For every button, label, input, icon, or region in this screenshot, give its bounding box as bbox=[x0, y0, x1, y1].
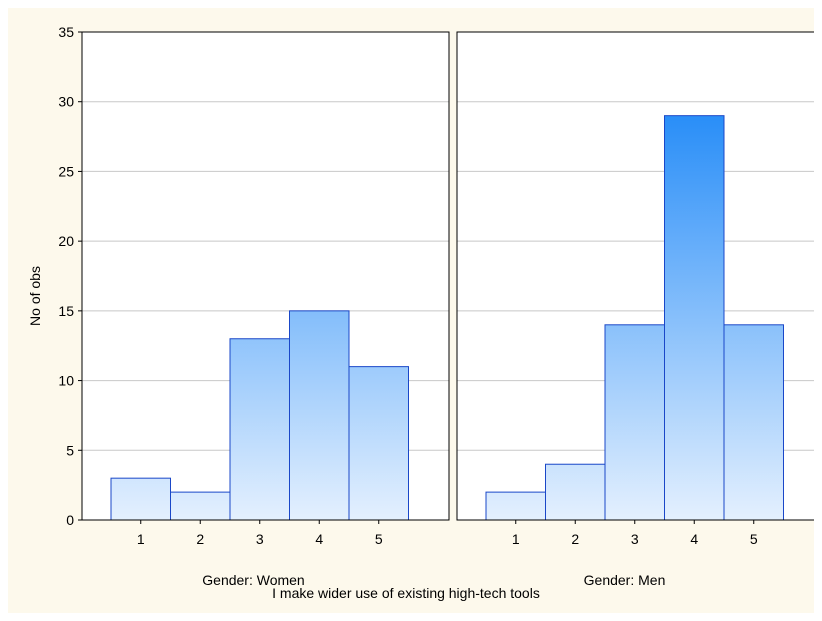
histogram-chart: 1 2 3 4 5 Gender: Women 1 2 3 4 5 Gender: Men 0 5 10 15… bbox=[27, 24, 814, 601]
bar bbox=[289, 310, 350, 521]
y-tick-label: 15 bbox=[58, 303, 74, 319]
y-tick-label: 25 bbox=[58, 163, 74, 179]
plot-frame bbox=[81, 31, 450, 521]
panel-label: Gender: Women bbox=[202, 572, 304, 588]
x-tick-label: 2 bbox=[196, 531, 204, 547]
y-axis: 0 5 10 15 20 25 30 35 bbox=[58, 24, 82, 528]
y-tick-label: 10 bbox=[58, 373, 74, 389]
bar bbox=[545, 463, 606, 521]
bar bbox=[664, 115, 725, 521]
y-tick-label: 30 bbox=[58, 94, 74, 110]
y-axis-label: No of obs bbox=[27, 266, 43, 326]
x-tick-label: 5 bbox=[750, 531, 758, 547]
bar bbox=[348, 366, 409, 521]
x-tick-label: 4 bbox=[315, 531, 323, 547]
bar bbox=[170, 491, 231, 521]
y-tick-label: 35 bbox=[58, 24, 74, 40]
bar bbox=[723, 324, 784, 521]
x-tick-label: 1 bbox=[137, 531, 145, 547]
x-tick-label: 4 bbox=[690, 531, 698, 547]
y-tick-label: 5 bbox=[66, 442, 74, 458]
bar bbox=[485, 491, 546, 521]
x-tick-label: 2 bbox=[571, 531, 579, 547]
panel-label: Gender: Men bbox=[584, 572, 666, 588]
y-tick-label: 0 bbox=[66, 512, 74, 528]
y-tick-label: 20 bbox=[58, 233, 74, 249]
x-tick-label: 5 bbox=[375, 531, 383, 547]
bar bbox=[110, 477, 171, 521]
x-tick-label: 3 bbox=[256, 531, 264, 547]
bar bbox=[229, 338, 290, 521]
x-tick-label: 3 bbox=[631, 531, 639, 547]
bar bbox=[604, 324, 665, 521]
x-axis-label: I make wider use of existing high-tech t… bbox=[272, 585, 540, 601]
chart-figure: 1 2 3 4 5 Gender: Women 1 2 3 4 5 Gender: Men 0 5 10 15… bbox=[8, 8, 814, 613]
panel-women: 1 2 3 4 5 Gender: Women bbox=[81, 31, 450, 588]
x-tick-label: 1 bbox=[512, 531, 520, 547]
plot-frame bbox=[456, 31, 814, 521]
panel-men: 1 2 3 4 5 Gender: Men bbox=[456, 31, 814, 588]
